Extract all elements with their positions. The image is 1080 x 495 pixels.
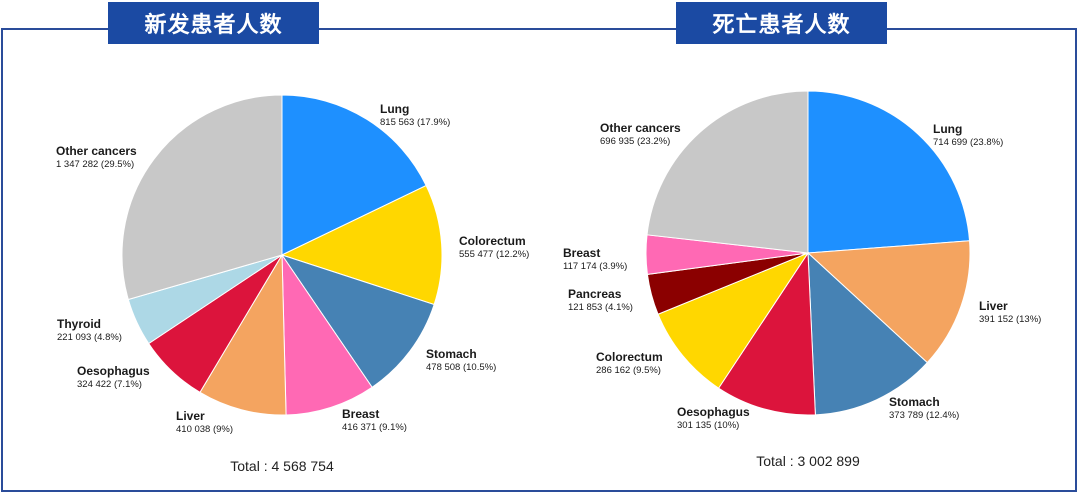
slice-label-oesophagus: Oesophagus bbox=[677, 405, 750, 419]
slice-value-stomach: 478 508 (10.5%) bbox=[426, 362, 496, 373]
total-label: Total : 3 002 899 bbox=[756, 453, 860, 469]
slice-label-colorectum: Colorectum bbox=[459, 234, 526, 248]
slice-label-thyroid: Thyroid bbox=[57, 317, 101, 331]
pie-slice-colorectum bbox=[657, 251, 810, 389]
slice-label-oesophagus: Oesophagus bbox=[77, 364, 150, 378]
pie-slice-stomach bbox=[280, 254, 435, 388]
slice-value-pancreas: 121 853 (4.1%) bbox=[568, 302, 633, 313]
slice-value-lung: 714 699 (23.8%) bbox=[933, 137, 1003, 148]
pie-slice-colorectum bbox=[280, 184, 443, 306]
slice-value-other-cancers: 1 347 282 (29.5%) bbox=[56, 159, 134, 170]
slice-value-colorectum: 555 477 (12.2%) bbox=[459, 249, 529, 260]
pie-slice-breast bbox=[281, 253, 373, 416]
pie-slice-stomach bbox=[807, 251, 929, 416]
slice-label-other-cancers: Other cancers bbox=[56, 144, 137, 158]
slice-value-stomach: 373 789 (12.4%) bbox=[889, 410, 959, 421]
slice-label-liver: Liver bbox=[176, 409, 205, 423]
slice-value-thyroid: 221 093 (4.8%) bbox=[57, 332, 122, 343]
slice-label-lung: Lung bbox=[380, 102, 409, 116]
title-badge-incidence: 新发患者人数 bbox=[108, 2, 319, 44]
title-badge-mortality: 死亡患者人数 bbox=[676, 2, 887, 44]
slice-label-breast: Breast bbox=[342, 407, 379, 421]
slice-value-lung: 815 563 (17.9%) bbox=[380, 117, 450, 128]
slice-label-liver: Liver bbox=[979, 299, 1008, 313]
slice-value-liver: 410 038 (9%) bbox=[176, 424, 233, 435]
chart-frame bbox=[1, 28, 1077, 492]
slice-value-breast: 117 174 (3.9%) bbox=[563, 261, 627, 272]
total-label: Total : 4 568 754 bbox=[230, 458, 334, 474]
pie-slice-lung bbox=[281, 94, 427, 256]
slice-value-oesophagus: 301 135 (10%) bbox=[677, 420, 739, 431]
slice-label-breast: Breast bbox=[563, 246, 600, 260]
slice-value-colorectum: 286 162 (9.5%) bbox=[596, 365, 661, 376]
slice-label-stomach: Stomach bbox=[889, 395, 940, 409]
pie-slice-liver bbox=[199, 253, 287, 416]
pie-slice-oesophagus bbox=[717, 251, 816, 416]
slice-value-breast: 416 371 (9.1%) bbox=[342, 422, 407, 433]
pie-slice-other-cancers bbox=[646, 90, 809, 254]
pie-slice-lung bbox=[807, 90, 971, 254]
slice-value-oesophagus: 324 422 (7.1%) bbox=[77, 379, 142, 390]
slice-label-colorectum: Colorectum bbox=[596, 350, 663, 364]
slice-label-pancreas: Pancreas bbox=[568, 287, 622, 301]
slice-label-lung: Lung bbox=[933, 122, 962, 136]
slice-label-stomach: Stomach bbox=[426, 347, 477, 361]
pie-slice-liver bbox=[806, 240, 971, 364]
slice-label-other-cancers: Other cancers bbox=[600, 121, 681, 135]
slice-value-liver: 391 152 (13%) bbox=[979, 314, 1041, 325]
pie-slice-other-cancers bbox=[121, 94, 283, 301]
slice-value-other-cancers: 696 935 (23.2%) bbox=[600, 136, 670, 147]
